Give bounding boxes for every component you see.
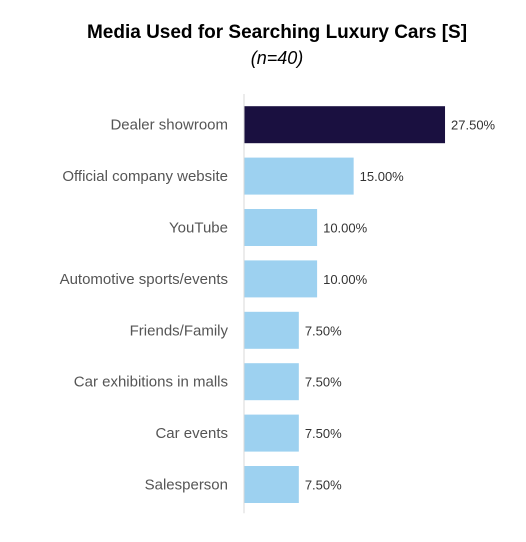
category-label: Car exhibitions in malls — [74, 374, 228, 391]
bar — [244, 414, 299, 452]
value-label: 15.00% — [360, 169, 405, 184]
value-label: 7.50% — [305, 478, 342, 493]
category-label: Car events — [155, 425, 228, 442]
chart-title: Media Used for Searching Luxury Cars [S] — [87, 22, 467, 43]
bar — [244, 311, 299, 349]
value-label: 10.00% — [323, 221, 368, 236]
bar — [244, 209, 318, 246]
bar — [244, 260, 318, 298]
bars-group: Dealer showroom 27.50% Official company we… — [60, 106, 496, 503]
bar — [244, 466, 299, 503]
category-label: Salesperson — [145, 477, 228, 494]
bar — [244, 363, 299, 401]
bar — [244, 157, 354, 195]
category-label: Official company website — [62, 168, 228, 185]
category-label: Friends/Family — [130, 322, 229, 339]
chart-subtitle: (n=40) — [251, 48, 304, 68]
bar — [244, 106, 446, 144]
value-label: 7.50% — [305, 323, 342, 338]
value-label: 7.50% — [305, 426, 342, 441]
value-label: 27.50% — [451, 118, 496, 133]
category-label: Dealer showroom — [110, 117, 228, 134]
category-label: Automotive sports/events — [60, 271, 228, 288]
value-label: 7.50% — [305, 375, 342, 390]
category-label: YouTube — [169, 220, 228, 237]
value-label: 10.00% — [323, 272, 368, 287]
